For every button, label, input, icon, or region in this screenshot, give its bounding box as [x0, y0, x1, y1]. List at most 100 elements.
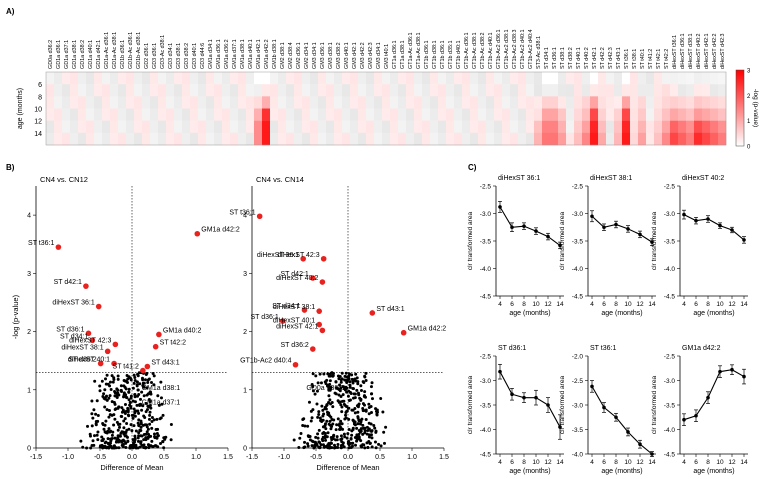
nonsignificant-point — [130, 429, 134, 433]
heatmap-cell — [542, 96, 551, 109]
heatmap-cell — [94, 96, 103, 109]
heatmap-cell — [510, 132, 519, 146]
nonsignificant-point — [313, 445, 317, 449]
heatmap-cell — [294, 84, 303, 97]
nonsignificant-point — [107, 408, 111, 412]
point-label: ST d36:1 — [250, 314, 278, 321]
nonsignificant-point — [349, 437, 353, 441]
heatmap-cell — [518, 132, 527, 146]
nonsignificant-point — [150, 439, 154, 443]
heatmap-cell — [78, 84, 87, 97]
heatmap-cell — [94, 84, 103, 97]
heatmap-cell — [478, 72, 487, 85]
nonsignificant-point — [363, 429, 367, 433]
nonsignificant-point — [344, 416, 348, 420]
heatmap-cell — [294, 96, 303, 109]
nonsignificant-point — [109, 445, 113, 449]
heatmap-cell — [334, 72, 343, 85]
x-tick-label: 0.5 — [159, 454, 169, 461]
nonsignificant-point — [150, 381, 154, 385]
heatmap-cell — [142, 120, 151, 134]
heatmap-column-label: GD2 d36:1 — [144, 43, 150, 69]
heatmap-row-label: 10 — [34, 107, 42, 114]
nonsignificant-point — [334, 380, 338, 384]
heatmap-cell — [246, 120, 255, 134]
heatmap-cell — [406, 108, 415, 121]
heatmap-panel: GD0a d36:2 GD1a d36:1 GD1a d37:1 GD1a d38:1… — [17, 29, 759, 150]
heatmap-cell — [214, 132, 223, 146]
heatmap-cell — [94, 108, 103, 121]
heatmap-cell — [518, 120, 527, 134]
nonsignificant-point — [330, 438, 334, 442]
heatmap-cell — [166, 72, 175, 85]
y-axis-label: clr transformed area — [651, 376, 658, 435]
y-tick-label: -2.5 — [664, 354, 676, 361]
heatmap-cell — [286, 96, 295, 109]
heatmap-cell — [486, 108, 495, 121]
nonsignificant-point — [152, 383, 156, 387]
heatmap-cell — [54, 120, 63, 134]
heatmap-column-label: GD1a-Ac d36:1 — [104, 32, 110, 69]
nonsignificant-point — [130, 413, 134, 417]
nonsignificant-point — [121, 408, 125, 412]
nonsignificant-point — [155, 436, 159, 440]
heatmap-cell — [62, 72, 71, 85]
heatmap-cell — [278, 132, 287, 146]
heatmap-column-label: ST d38:2 — [568, 47, 574, 69]
y-tick-label: 4 — [243, 213, 247, 220]
nonsignificant-point — [358, 422, 362, 426]
nonsignificant-point — [357, 428, 361, 432]
heatmap-cell — [638, 120, 647, 134]
nonsignificant-point — [113, 394, 117, 398]
colorbar — [735, 69, 745, 147]
heatmap-cell — [190, 96, 199, 109]
nonsignificant-point — [138, 428, 142, 432]
nonsignificant-point — [136, 394, 140, 398]
x-axis-label: age (months) — [601, 310, 642, 317]
heatmap-cell — [670, 120, 679, 134]
heatmap-cell — [558, 84, 567, 97]
heatmap-cell — [150, 72, 159, 85]
heatmap-cell — [582, 132, 591, 146]
data-point — [534, 395, 538, 400]
nonsignificant-point — [148, 410, 152, 414]
heatmap-cell — [238, 96, 247, 109]
nonsignificant-point — [339, 403, 343, 407]
nonsignificant-point — [135, 446, 139, 450]
nonsignificant-point — [147, 435, 151, 439]
heatmap-cell — [318, 120, 327, 134]
heatmap-cell — [454, 84, 463, 97]
point-label: GT1b-Ac2 d40:4 — [240, 358, 291, 365]
nonsignificant-point — [140, 376, 144, 380]
heatmap-cell — [254, 108, 263, 121]
heatmap-cell — [638, 132, 647, 146]
significant-point — [104, 348, 111, 355]
heatmap-column-label: GM3 d42:2 — [360, 42, 366, 69]
heatmap-cell — [574, 132, 583, 146]
nonsignificant-point — [311, 372, 315, 376]
heatmap-cell — [70, 120, 79, 134]
data-point — [522, 395, 526, 400]
heatmap-cell — [190, 84, 199, 97]
heatmap-cell — [510, 108, 519, 121]
x-tick-label: 6 — [510, 459, 514, 466]
nonsignificant-point — [106, 445, 110, 449]
nonsignificant-point — [377, 442, 381, 446]
point-label: ST d34:1 — [60, 333, 88, 340]
nonsignificant-point — [354, 372, 358, 376]
y-tick-label: -4.5 — [480, 294, 492, 301]
heatmap-cell — [518, 84, 527, 97]
heatmap-cell — [110, 84, 119, 97]
nonsignificant-point — [148, 413, 152, 417]
heatmap-cell — [342, 72, 351, 85]
nonsignificant-point — [374, 446, 378, 450]
heatmap-column-label: GM3 d42:3 — [368, 42, 374, 69]
heatmap-column-label: GM1a d40:1 — [248, 39, 254, 69]
nonsignificant-point — [317, 413, 321, 417]
heatmap-cell — [246, 72, 255, 85]
nonsignificant-point — [160, 402, 164, 406]
data-point — [718, 369, 722, 374]
heatmap-cell — [502, 96, 511, 109]
nonsignificant-point — [306, 424, 310, 428]
heatmap-cell — [134, 84, 143, 97]
